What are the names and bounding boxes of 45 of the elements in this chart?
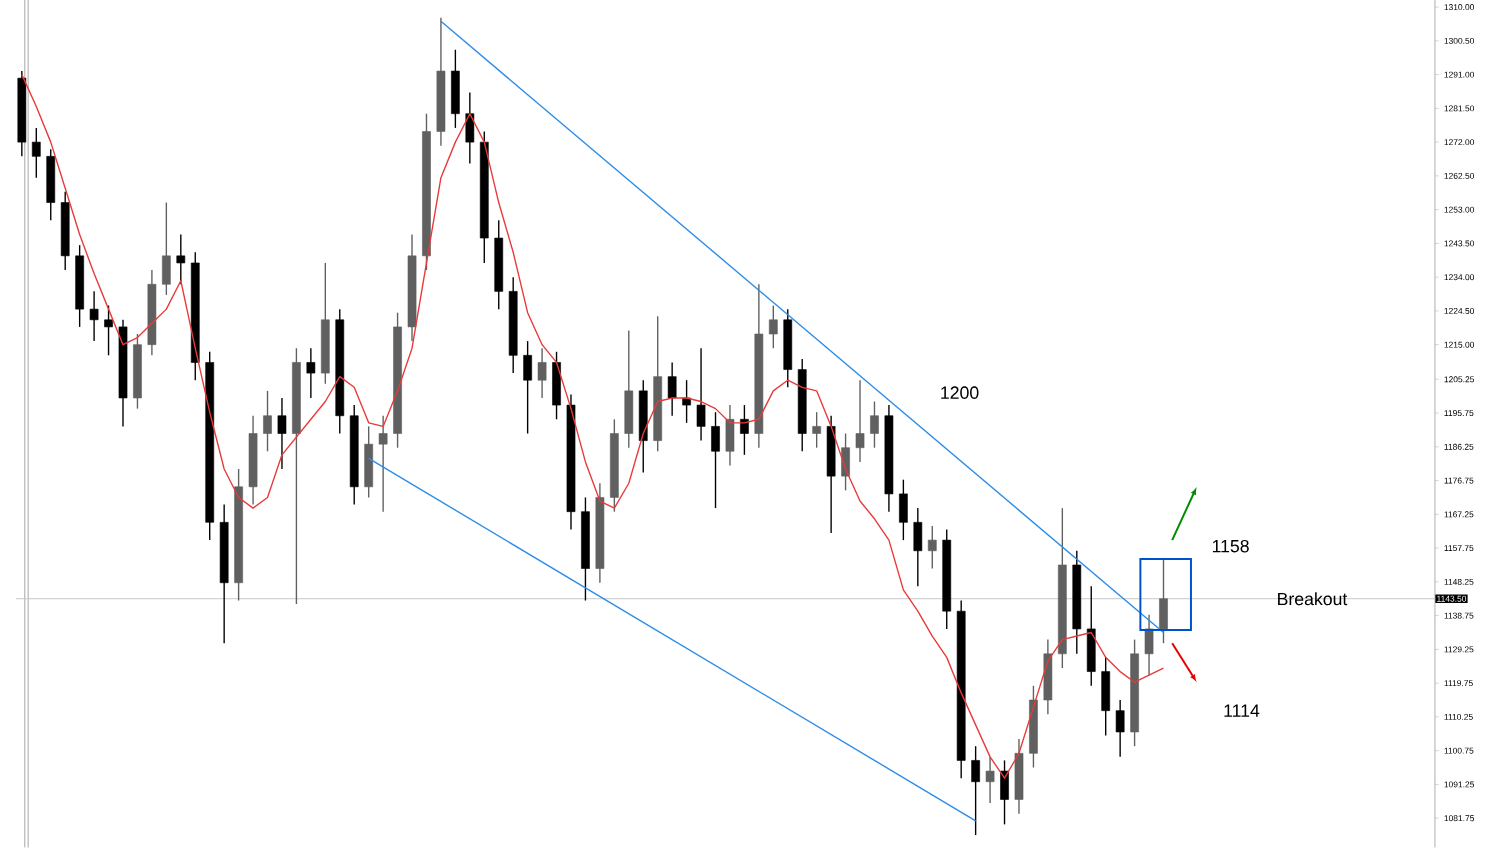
candlestick: [104, 305, 113, 357]
candlestick: [465, 91, 475, 165]
candlestick: [740, 404, 749, 456]
candlestick: [176, 234, 186, 286]
candlestick: [927, 525, 937, 570]
candlestick: [537, 347, 547, 399]
candlestick: [1014, 738, 1024, 815]
candlestick: [1115, 699, 1125, 758]
candlestick: [1043, 639, 1053, 716]
candlestick: [855, 379, 865, 463]
candlestick: [364, 425, 374, 499]
candlestick: [1101, 656, 1111, 737]
candlestick: [31, 127, 41, 179]
text: 1158: [1212, 540, 1249, 553]
candlestick: [812, 411, 822, 449]
candlestick: [913, 507, 923, 588]
candlestick: [711, 411, 720, 510]
candlestick: [667, 362, 677, 417]
annotation: Breakout: [1278, 592, 1348, 606]
candlestick: [46, 148, 56, 222]
candlestick: [306, 347, 316, 399]
candlestick: [277, 397, 287, 470]
candlestick: [870, 401, 879, 449]
candlestick: [971, 745, 980, 836]
candlestick: [696, 347, 706, 442]
candlestick: [899, 479, 908, 542]
candlestick: [841, 433, 850, 492]
annotation: 1200: [941, 386, 979, 400]
candlestick: [523, 340, 532, 435]
candlestick: [985, 756, 995, 804]
candlestick: [768, 305, 778, 350]
candlestick: [378, 415, 388, 513]
text: 1114: [1224, 704, 1260, 717]
candlestick: [1159, 557, 1168, 645]
candlestick: [89, 290, 99, 343]
candlestick: [682, 379, 691, 424]
candlestick: [725, 404, 735, 467]
candlestick: [263, 390, 272, 453]
candlestick: [1086, 585, 1096, 687]
candlestick: [1000, 759, 1009, 826]
candlestick: [624, 330, 634, 449]
candlestick: [162, 202, 171, 296]
candlestick: [1144, 614, 1154, 677]
candlestick: [451, 49, 460, 129]
candlestick: [552, 351, 561, 421]
